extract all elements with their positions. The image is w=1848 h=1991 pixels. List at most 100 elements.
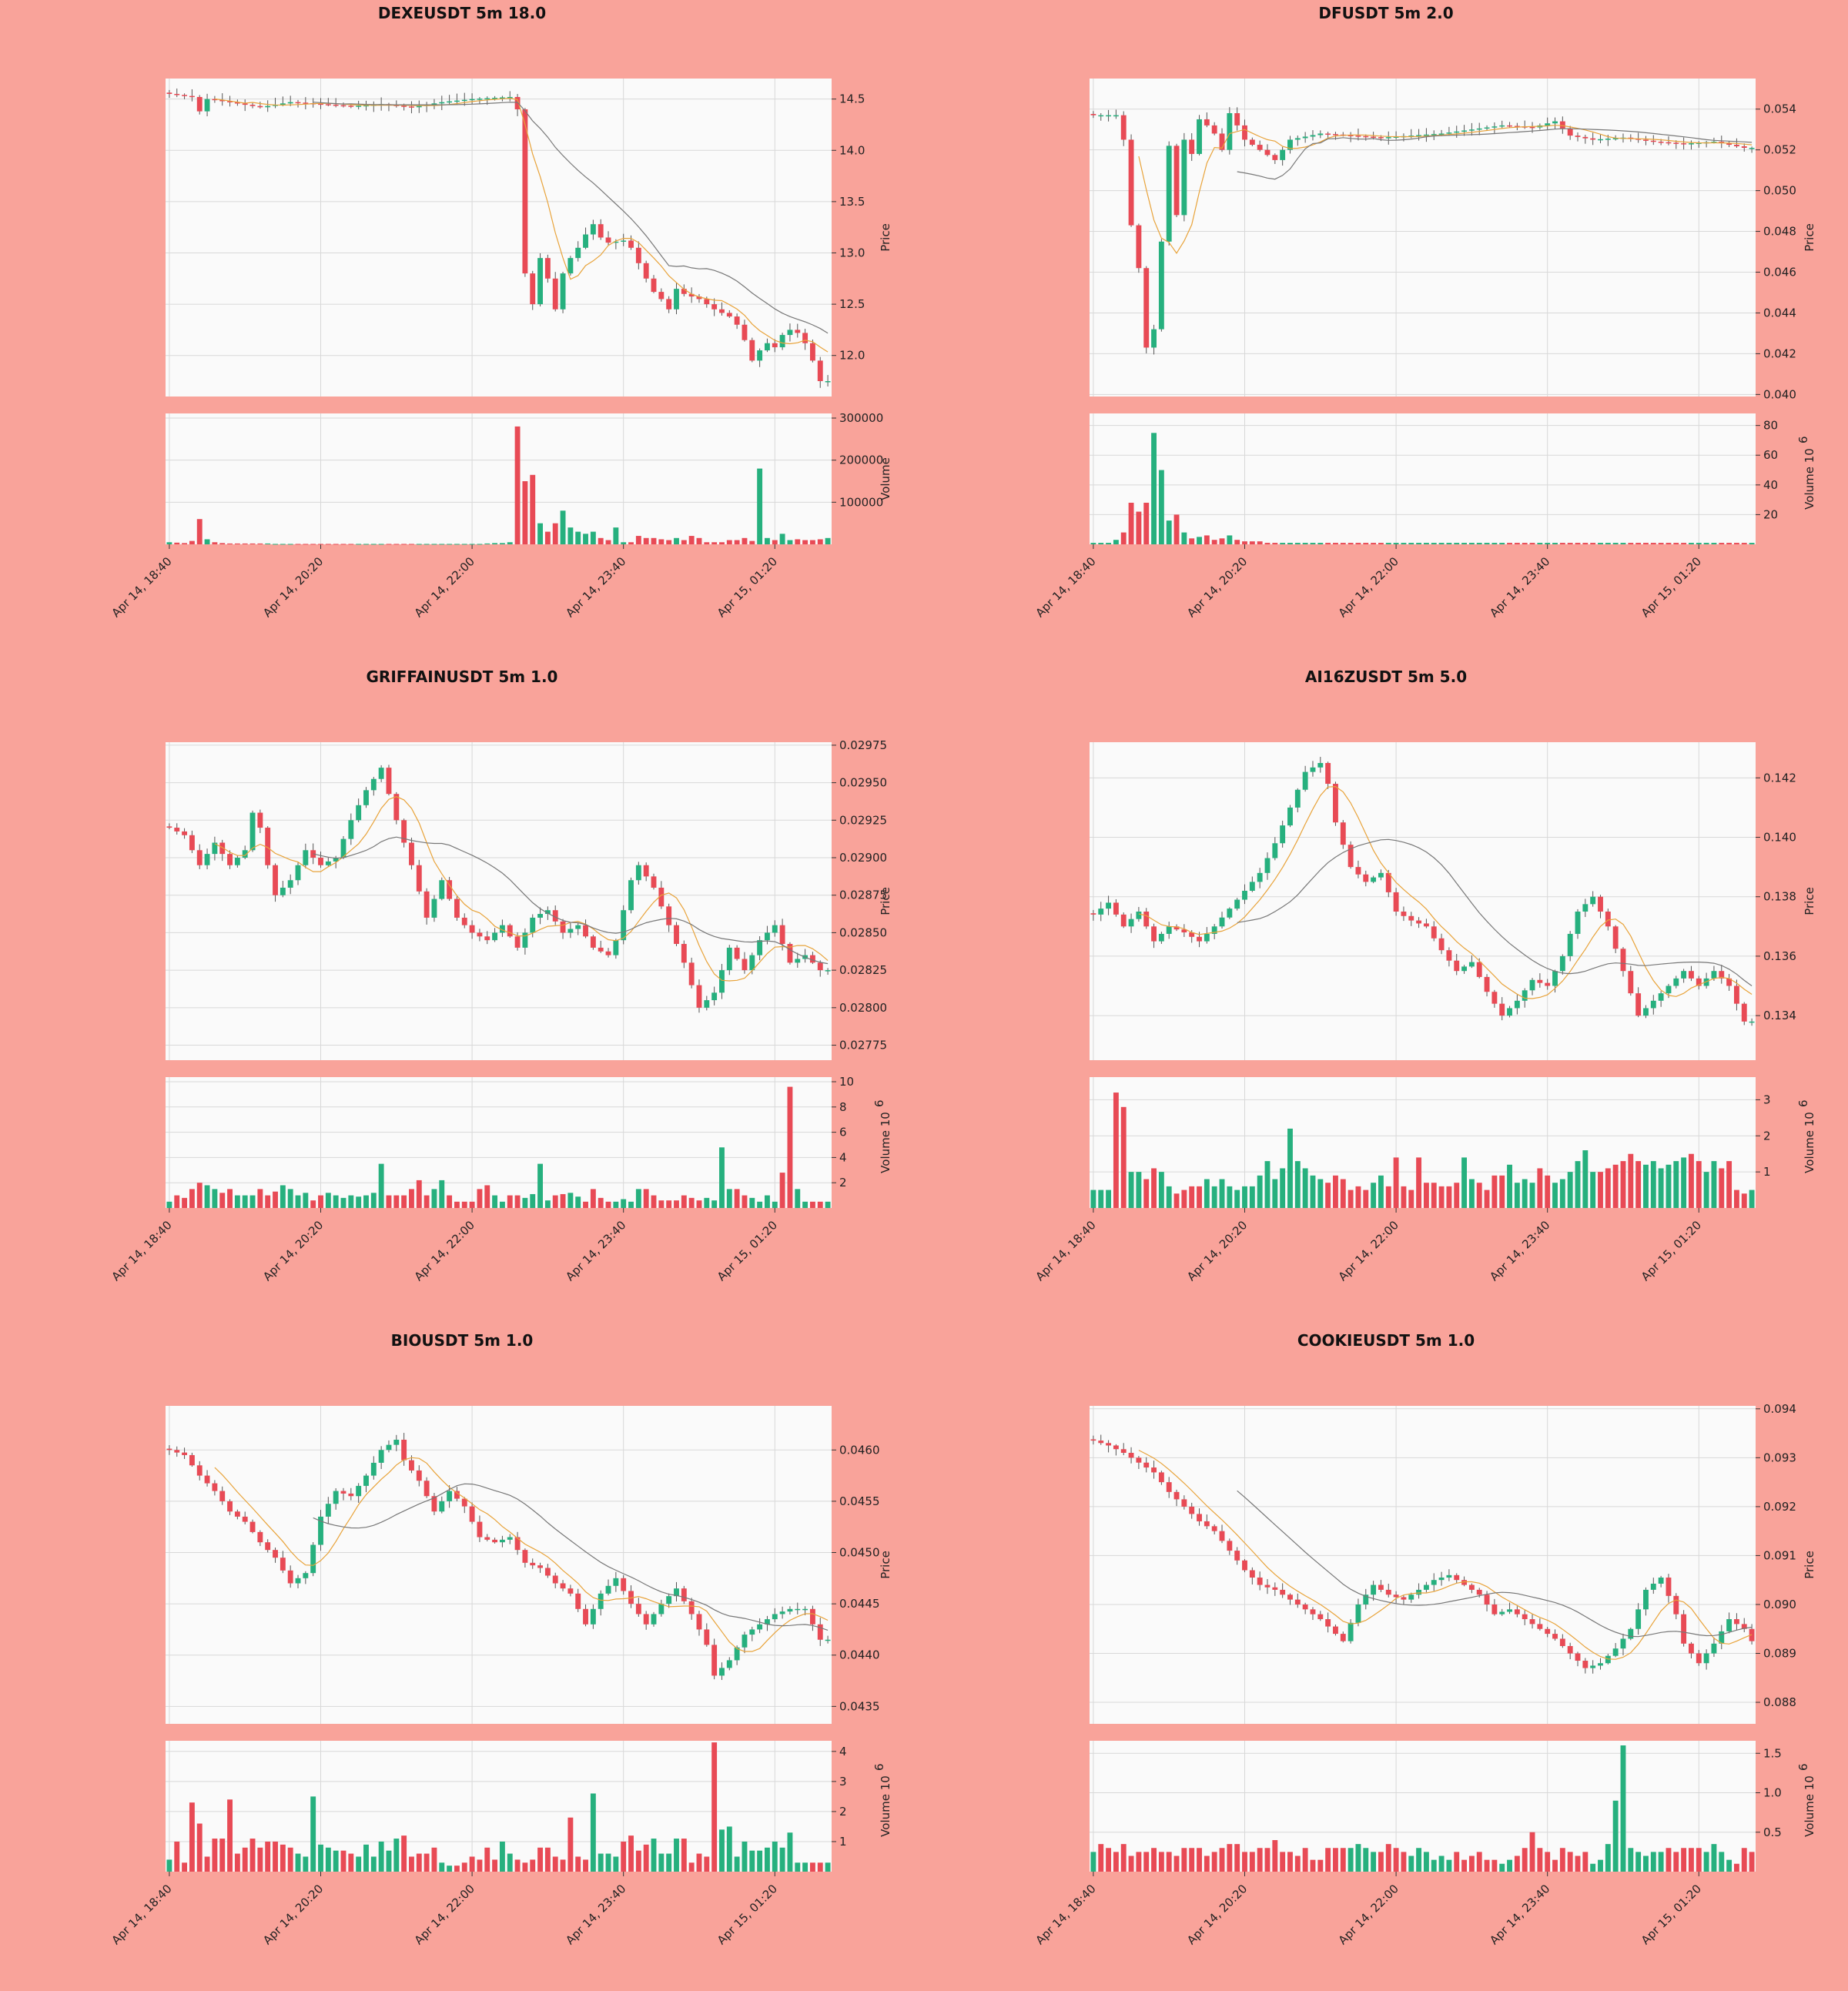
candle-body: [1181, 929, 1187, 933]
volume-bar: [431, 1847, 437, 1872]
candle-body: [1689, 1643, 1694, 1654]
candle-body: [431, 1496, 437, 1512]
volume-bar: [1612, 543, 1619, 544]
volume-bar: [1340, 1179, 1346, 1208]
volume-bar: [356, 1196, 362, 1208]
candle-body: [1491, 1604, 1498, 1615]
volume-bar: [303, 1856, 309, 1872]
chart-panel: DFUSDT 5m 2.0 0.040 0.042 0.044 0.046 0.048 0.…: [924, 0, 1848, 664]
candle-body: [507, 1537, 513, 1540]
volume-bar: [734, 1189, 740, 1208]
volume-bar: [817, 1201, 823, 1208]
time-tick-label: Apr 14, 18:40: [1033, 1882, 1098, 1947]
candle-body: [318, 103, 323, 105]
volume-bar: [363, 1195, 369, 1208]
candle-body: [704, 299, 710, 305]
volume-bar: [658, 539, 665, 544]
volume-bar: [1302, 543, 1308, 544]
volume-bar: [1143, 1852, 1150, 1872]
candle-body: [1189, 1506, 1195, 1514]
volume-bar: [825, 537, 831, 544]
volume-bar: [1211, 1186, 1217, 1208]
volume-bar: [544, 1847, 551, 1872]
volume-bar: [1666, 543, 1672, 544]
candle-body: [734, 1647, 740, 1661]
candle-body: [1257, 1578, 1263, 1585]
candle-body: [1113, 902, 1119, 915]
candle-body: [1257, 872, 1263, 882]
candle-body: [651, 876, 657, 888]
volume-bar: [1689, 543, 1694, 544]
volume-exponent: 6: [872, 1099, 886, 1107]
candle-body: [674, 925, 679, 945]
volume-bar: [1446, 543, 1452, 544]
volume-bars: [1090, 1093, 1755, 1208]
candle-body: [1658, 993, 1664, 1001]
candle-body: [416, 105, 422, 108]
candle-body: [280, 887, 286, 895]
candle-body: [757, 1624, 763, 1630]
price-tick-label: 0.0455: [839, 1494, 880, 1508]
candle-body: [1514, 1609, 1520, 1615]
volume-axis-label: Volume 10: [1803, 1112, 1816, 1173]
volume-tick-label: 80: [1763, 419, 1778, 433]
candle-body: [575, 1593, 581, 1609]
candle-body: [1363, 1594, 1369, 1605]
volume-bar: [1598, 1859, 1603, 1872]
candle-body: [1582, 904, 1589, 912]
candle-body: [1242, 125, 1247, 140]
candle-body: [1499, 1611, 1505, 1615]
candle-body: [1204, 933, 1210, 942]
candle-body: [621, 240, 627, 242]
moving-average-line: [1138, 785, 1753, 999]
volume-bar: [757, 468, 763, 544]
candle-body: [182, 1452, 188, 1455]
candle-body: [1423, 1584, 1429, 1590]
candle-body: [1552, 121, 1558, 124]
candle-body: [1393, 892, 1399, 912]
time-tick-label: Apr 14, 22:00: [1336, 1882, 1401, 1947]
volume-bar: [1507, 1164, 1512, 1208]
candles: [1090, 757, 1755, 1026]
candle-body: [447, 101, 453, 103]
volume-bar: [1529, 1832, 1535, 1872]
candle-body: [658, 292, 665, 299]
volume-bar: [454, 1201, 460, 1208]
candle-body: [1280, 149, 1286, 160]
candle-body: [802, 333, 808, 343]
candle-body: [1689, 143, 1694, 145]
candle-body: [227, 1501, 233, 1512]
volume-bar: [1666, 1848, 1672, 1872]
volume-bar: [1128, 1855, 1134, 1872]
volume-bar: [1348, 1190, 1354, 1208]
volume-bar: [674, 1839, 679, 1872]
volume-bar: [643, 1844, 649, 1872]
volume-bar: [1575, 1161, 1581, 1208]
candle-body: [1219, 917, 1225, 927]
volume-bar: [1575, 1855, 1581, 1872]
volume-bar: [643, 1189, 649, 1208]
volume-bar: [1507, 1859, 1512, 1872]
candle-body: [1106, 902, 1112, 909]
candle-body: [1598, 1663, 1603, 1666]
volume-bar: [1098, 1190, 1104, 1208]
volume-bar: [1741, 543, 1747, 544]
volume-bar: [1098, 543, 1104, 544]
candle-body: [734, 947, 740, 959]
volume-bar: [378, 1841, 384, 1872]
volume-bar: [757, 1201, 763, 1208]
volume-bar: [704, 1197, 710, 1208]
moving-average-line: [1138, 1450, 1753, 1660]
volume-bar: [787, 1832, 793, 1872]
candle-body: [249, 812, 256, 851]
candle-body: [613, 241, 619, 243]
candle-body: [1128, 139, 1134, 226]
candle-body: [711, 1645, 718, 1676]
volume-bar: [1689, 1153, 1694, 1208]
volume-bar: [1726, 1859, 1732, 1872]
volume-bar: [583, 1201, 588, 1208]
candle-body: [370, 1462, 377, 1476]
volume-bar: [287, 1847, 293, 1872]
candle-body: [431, 898, 437, 918]
volume-bar: [1575, 543, 1581, 544]
